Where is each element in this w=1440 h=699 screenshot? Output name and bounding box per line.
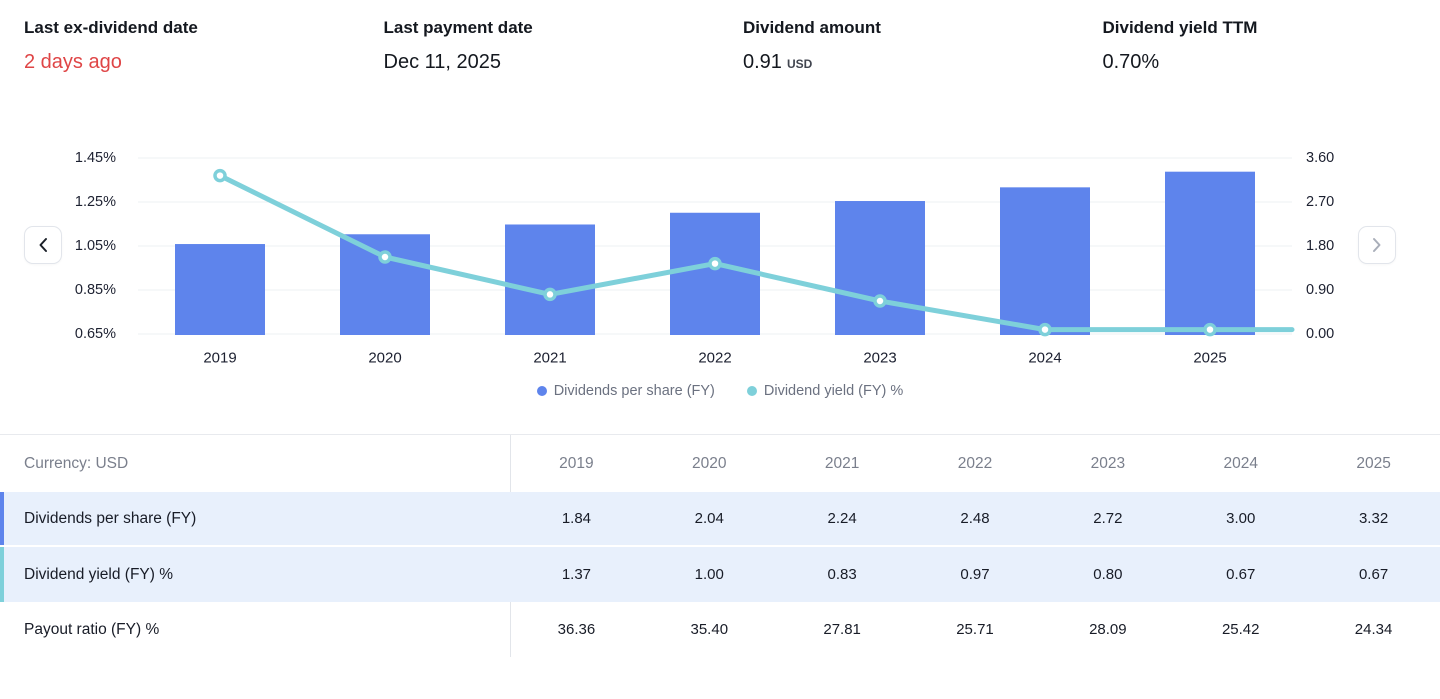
stat-label: Last payment date — [383, 18, 533, 37]
cell-2021: 27.81 — [823, 621, 861, 638]
legend-label: Dividends per share (FY) — [553, 383, 715, 399]
row-label: Dividends per share (FY) — [24, 509, 197, 527]
currency-unit: USD — [786, 57, 813, 71]
right-axis-tick: 1.80 — [1306, 238, 1334, 254]
bar-2024[interactable] — [1000, 187, 1090, 335]
x-axis-label: 2024 — [1028, 350, 1061, 367]
table-row-dividend-yield-fy[interactable]: Dividend yield (FY) % 1.37 1.00 0.83 0.97 0.8… — [0, 547, 1440, 602]
bar-2025[interactable] — [1165, 171, 1255, 335]
year-header-2019: 2019 — [559, 454, 594, 472]
left-axis-tick: 1.45% — [75, 150, 116, 166]
x-axis-label: 2023 — [863, 350, 896, 367]
stat-label: Last ex-dividend date — [24, 18, 198, 37]
x-axis-label: 2019 — [203, 350, 236, 367]
bar-2021[interactable] — [505, 224, 595, 335]
x-axis-label: 2022 — [698, 350, 731, 367]
right-axis-tick: 0.00 — [1306, 326, 1334, 342]
stat-value: 2 days ago — [24, 51, 122, 73]
year-header-2022: 2022 — [957, 454, 993, 472]
chart-prev-button[interactable] — [24, 226, 62, 264]
table-corner-currency: Currency: USD — [24, 454, 129, 472]
cell-2022: 0.97 — [960, 566, 990, 583]
year-header-2021: 2021 — [824, 454, 860, 472]
point-2025[interactable] — [1203, 322, 1217, 337]
cell-2025: 24.34 — [1354, 621, 1393, 638]
year-header-2023: 2023 — [1090, 454, 1126, 472]
bar-2020[interactable] — [340, 234, 430, 335]
stat-value: 0.70% — [1102, 51, 1160, 73]
row-label: Payout ratio (FY) % — [24, 620, 160, 638]
cell-2025: 3.32 — [1358, 510, 1389, 527]
table-row-payout-ratio-fy[interactable]: Payout ratio (FY) % 36.36 35.40 27.81 25.71 2… — [0, 602, 1440, 657]
right-axis-tick: 2.70 — [1306, 194, 1334, 210]
point-2024[interactable] — [1038, 322, 1052, 337]
bar-2023[interactable] — [835, 201, 925, 335]
year-header-2024: 2024 — [1223, 454, 1258, 472]
cell-2020: 35.40 — [690, 621, 729, 638]
cell-2024: 3.00 — [1226, 510, 1256, 527]
right-axis-tick: 3.60 — [1306, 150, 1334, 166]
stats-row: Last ex-dividend date 2 days ago Last pa… — [24, 18, 1440, 74]
chart-next-button[interactable] — [1358, 226, 1396, 264]
cell-2019: 1.84 — [561, 510, 592, 527]
stat-last-payment-date: Last payment date Dec 11, 2025 — [384, 18, 744, 74]
point-2022[interactable] — [708, 256, 722, 271]
x-axis-label: 2025 — [1193, 350, 1226, 367]
dividends-table: Currency: USD 2019 2020 2021 2022 2023 2024 202… — [0, 434, 1440, 657]
cell-2023: 2.72 — [1093, 510, 1123, 527]
left-axis-tick: 1.25% — [75, 194, 116, 210]
cell-2022: 2.48 — [960, 510, 990, 527]
table-row-dividends-per-share-fy[interactable]: Dividends per share (FY) 1.84 2.04 2.24 2.48… — [0, 492, 1440, 547]
year-header-2020: 2020 — [692, 454, 727, 472]
yield-line — [217, 173, 1295, 333]
point-2020[interactable] — [378, 250, 392, 264]
cell-2024: 0.67 — [1226, 566, 1256, 583]
chevron-right-icon — [1373, 238, 1381, 252]
stat-value: Dec 11, 2025 — [383, 51, 502, 73]
legend-label: Dividend yield (FY) % — [763, 383, 904, 399]
cell-2019: 36.36 — [557, 621, 596, 638]
cell-2021: 0.83 — [827, 566, 857, 583]
right-axis-tick: 0.90 — [1306, 282, 1334, 298]
point-2019[interactable] — [213, 168, 227, 183]
row-accent-bar — [0, 492, 4, 545]
legend-item-dividends-per-share[interactable]: Dividends per share (FY) — [536, 383, 715, 399]
stat-last-ex-dividend-date: Last ex-dividend date 2 days ago — [24, 18, 384, 74]
point-2021[interactable] — [543, 287, 557, 302]
stat-label: Dividend amount — [743, 18, 881, 37]
cell-2020: 2.04 — [694, 510, 724, 527]
chevron-left-icon — [39, 238, 47, 252]
row-accent-bar — [0, 547, 4, 602]
cell-2020: 1.00 — [694, 566, 724, 583]
cell-2019: 1.37 — [561, 566, 592, 583]
bar-2019[interactable] — [175, 244, 265, 335]
cell-2024: 25.42 — [1221, 621, 1260, 638]
stat-dividend-amount: Dividend amount 0.91 USD — [743, 18, 1103, 74]
chart-legend: Dividends per share (FY) Dividend yield … — [0, 383, 1440, 399]
year-header-2025: 2025 — [1356, 454, 1391, 472]
x-axis-label: 2021 — [533, 350, 566, 367]
left-axis-tick: 0.85% — [75, 282, 116, 298]
legend-dot-icon — [536, 386, 547, 396]
row-label: Dividend yield (FY) % — [24, 565, 174, 583]
dividends-chart[interactable]: 1.45% 3.60 1.25% 2.70 1.05% 1.80 0.85% 0.90 0.65… — [0, 140, 1440, 372]
cell-2022: 25.71 — [956, 621, 994, 638]
point-2023[interactable] — [873, 294, 887, 308]
bar-2022[interactable] — [670, 212, 760, 335]
left-axis-tick: 1.05% — [75, 238, 116, 254]
legend-dot-icon — [746, 386, 757, 396]
cell-2023: 0.80 — [1093, 566, 1123, 583]
left-axis-tick: 0.65% — [75, 326, 116, 342]
stat-label: Dividend yield TTM — [1102, 18, 1258, 37]
table-header-row: Currency: USD 2019 2020 2021 2022 2023 2024 202… — [0, 435, 1440, 492]
stat-value: 0.91 USD — [743, 51, 813, 73]
cell-2023: 28.09 — [1089, 621, 1127, 638]
legend-item-dividend-yield[interactable]: Dividend yield (FY) % — [746, 383, 904, 399]
cell-2021: 2.24 — [827, 510, 857, 527]
stat-dividend-yield-ttm: Dividend yield TTM 0.70% — [1103, 18, 1440, 74]
x-axis-label: 2020 — [368, 350, 401, 367]
cell-2025: 0.67 — [1358, 566, 1389, 583]
